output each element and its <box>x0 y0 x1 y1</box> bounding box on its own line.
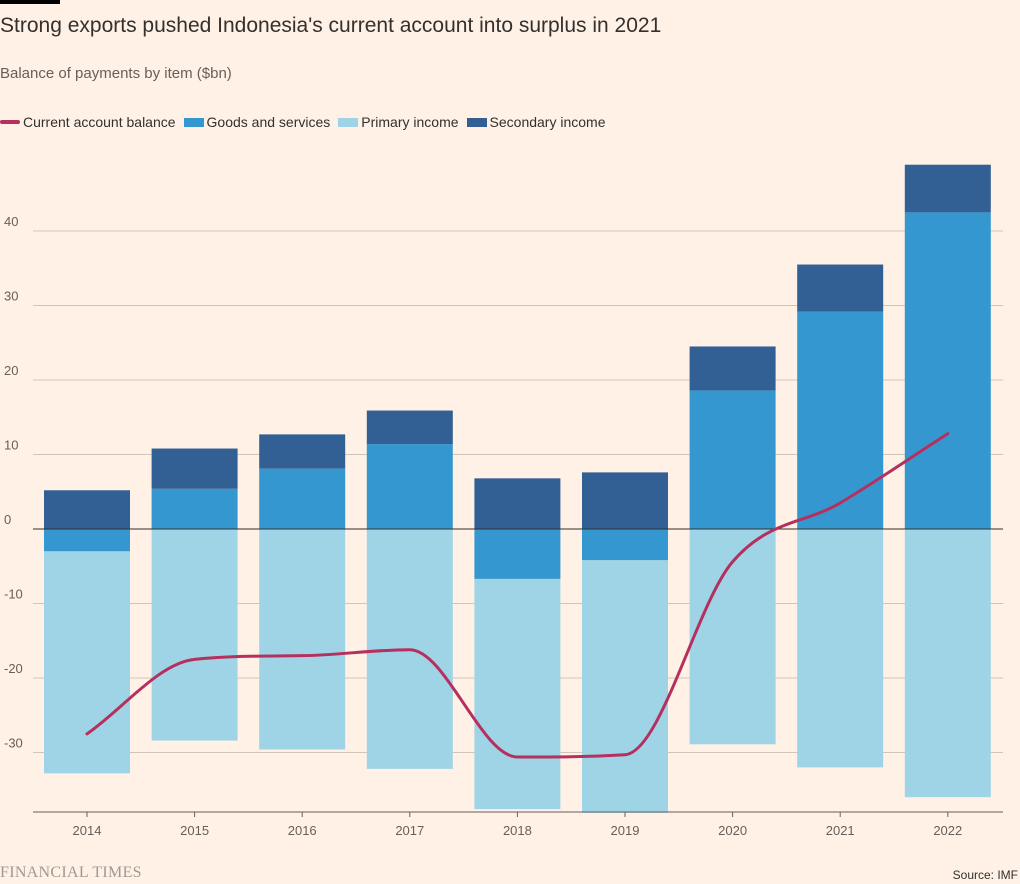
x-tick-label: 2021 <box>826 823 855 838</box>
bar-goods-and-services-2014 <box>44 529 130 552</box>
y-tick-label: 10 <box>4 438 18 453</box>
y-tick-label: -10 <box>4 587 23 602</box>
brand-logo-text: FINANCIAL TIMES <box>0 864 142 881</box>
bar-primary-income-2018 <box>474 578 561 810</box>
x-tick-label: 2015 <box>180 823 209 838</box>
legend-swatch-secondary-income <box>466 117 487 127</box>
x-tick-label: 2018 <box>503 823 532 838</box>
bar-primary-income-2014 <box>44 551 130 774</box>
bar-primary-income-2020 <box>689 529 776 745</box>
top-rule <box>0 0 60 4</box>
current-account-balance-line <box>85 432 950 759</box>
y-tick-label: 40 <box>4 214 18 229</box>
bar-goods-and-services-2018 <box>474 529 561 579</box>
bar-secondary-income-2016 <box>259 434 346 469</box>
chart-subtitle: Balance of payments by item ($bn) <box>0 65 232 82</box>
bar-primary-income-2022 <box>904 529 991 798</box>
bar-secondary-income-2015 <box>151 448 238 489</box>
legend-label-secondary-income: Secondary income <box>489 114 606 130</box>
bar-primary-income-2016 <box>259 529 346 750</box>
bar-goods-and-services-2017 <box>366 444 453 529</box>
bar-goods-and-services-2020 <box>689 390 776 529</box>
bar-goods-and-services-2021 <box>797 311 884 529</box>
bar-secondary-income-2014 <box>44 490 130 529</box>
x-tick-label: 2020 <box>718 823 747 838</box>
y-tick-label: 20 <box>4 363 18 378</box>
legend-swatch-current-account <box>0 120 20 124</box>
bar-primary-income-2019 <box>582 560 668 813</box>
bar-secondary-income-2020 <box>689 346 776 391</box>
bar-goods-and-services-2016 <box>259 468 346 529</box>
legend-item-current-account: Current account balance <box>0 114 176 130</box>
y-tick-label: -20 <box>4 661 23 676</box>
chart-title: Strong exports pushed Indonesia's curren… <box>0 14 662 37</box>
legend-item-secondary-income: Secondary income <box>466 114 606 130</box>
bar-secondary-income-2019 <box>582 472 668 529</box>
legend-item-primary-income: Primary income <box>338 114 459 130</box>
bar-secondary-income-2022 <box>904 164 991 213</box>
bar-goods-and-services-2022 <box>904 212 991 529</box>
y-tick-label: 0 <box>4 512 11 527</box>
bar-secondary-income-2018 <box>474 478 561 529</box>
bar-goods-and-services-2015 <box>151 488 238 529</box>
x-tick-label: 2019 <box>611 823 640 838</box>
legend-label-current-account: Current account balance <box>23 114 176 130</box>
source-note: Source: IMF <box>952 868 1018 882</box>
bar-secondary-income-2017 <box>366 410 453 445</box>
y-tick-label: 30 <box>4 289 18 304</box>
bar-goods-and-services-2019 <box>582 529 668 561</box>
bar-primary-income-2015 <box>151 529 238 741</box>
legend-label-primary-income: Primary income <box>361 114 459 130</box>
legend: Current account balance Goods and servic… <box>0 114 613 130</box>
x-tick-label: 2014 <box>73 823 102 838</box>
x-tick-label: 2022 <box>933 823 962 838</box>
bar-primary-income-2021 <box>797 529 884 768</box>
legend-item-goods-services: Goods and services <box>183 114 331 130</box>
y-tick-label: -30 <box>4 736 23 751</box>
x-tick-label: 2016 <box>288 823 317 838</box>
x-tick-label: 2017 <box>395 823 424 838</box>
legend-swatch-primary-income <box>338 117 359 127</box>
legend-swatch-goods-services <box>183 117 204 127</box>
bar-secondary-income-2021 <box>797 264 884 312</box>
legend-label-goods-services: Goods and services <box>206 114 331 130</box>
